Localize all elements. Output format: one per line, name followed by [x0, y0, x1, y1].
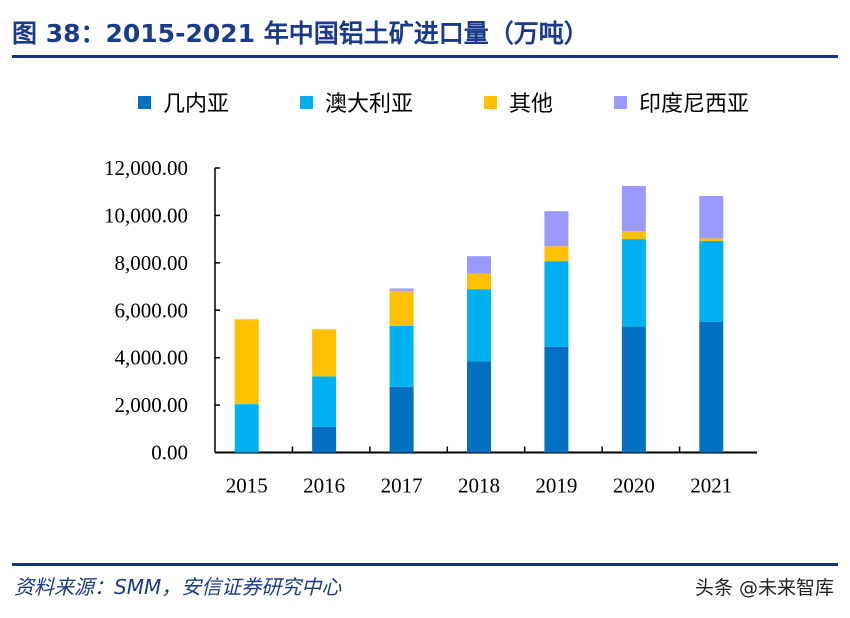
y-tick-label: 10,000.00: [104, 203, 188, 227]
x-tick-label: 2015: [226, 474, 268, 498]
y-tick-label: 12,000.00: [104, 156, 188, 180]
watermark: 头条 @未来智库: [694, 577, 834, 599]
bar-segment: [467, 361, 491, 453]
legend-label: 澳大利亚: [325, 92, 414, 117]
bar-segment: [544, 261, 569, 347]
legend-swatch: [300, 95, 313, 109]
bar-segment: [234, 319, 259, 405]
y-tick-label: 2,000.00: [115, 393, 189, 417]
bar-segment: [467, 256, 491, 274]
bar-segment: [699, 321, 724, 453]
bar-segment: [312, 426, 337, 453]
bar-segment: [467, 289, 491, 362]
x-tick-label: 2019: [535, 474, 577, 498]
bar-segment: [621, 239, 646, 327]
bar-segment: [699, 241, 724, 322]
bar-segment: [234, 404, 259, 453]
x-tick-label: 2021: [690, 474, 732, 498]
chart: 0.00 2,000.00 4,000.00 6,000.00 8,000.00 10,0…: [104, 156, 757, 498]
bar-segment: [544, 211, 569, 247]
legend-item: 澳大利亚: [300, 86, 413, 118]
bar-segment: [467, 273, 491, 290]
legend-item: 其他: [484, 86, 553, 118]
bar-segment: [544, 346, 569, 453]
source-note: 资料来源：SMM，安信证券研究中心: [14, 575, 342, 599]
bar-segment: [389, 290, 414, 326]
y-tick-label: 8,000.00: [115, 251, 189, 275]
x-tick-label: 2018: [458, 474, 500, 498]
x-tick-label: 2020: [613, 474, 655, 498]
source-rule: [12, 563, 838, 566]
legend-swatch: [614, 95, 627, 109]
x-tick-label: 2016: [303, 474, 345, 498]
legend-item: 印度尼西亚: [614, 86, 749, 118]
bar-segment: [312, 329, 337, 377]
bar-segment: [389, 325, 414, 387]
legend-item: 几内亚: [138, 86, 229, 118]
bar-segment: [389, 386, 414, 453]
bar-segment: [389, 288, 414, 291]
bar-segment: [544, 246, 569, 262]
y-tick-label: 6,000.00: [115, 298, 189, 322]
x-tick-label: 2017: [381, 474, 423, 498]
legend-label: 其他: [509, 92, 554, 117]
legend: 几内亚 澳大利亚 其他 印度尼西亚: [0, 86, 850, 118]
bar-segment: [699, 238, 724, 242]
y-tick-label: 0.00: [151, 441, 188, 465]
bar-segment: [621, 186, 646, 232]
bar-segment: [312, 376, 337, 427]
legend-swatch: [138, 95, 151, 109]
legend-label: 几内亚: [163, 92, 230, 117]
legend-label: 印度尼西亚: [639, 92, 750, 117]
y-tick-label: 4,000.00: [115, 346, 189, 370]
figure-title: 图 38：2015-2021 年中国铝土矿进口量（万吨）: [12, 19, 589, 48]
legend-swatch: [484, 95, 497, 109]
bar-segment: [699, 195, 724, 239]
bar-segment: [621, 326, 646, 453]
bar-segment: [621, 231, 646, 240]
title-rule: [12, 55, 838, 58]
